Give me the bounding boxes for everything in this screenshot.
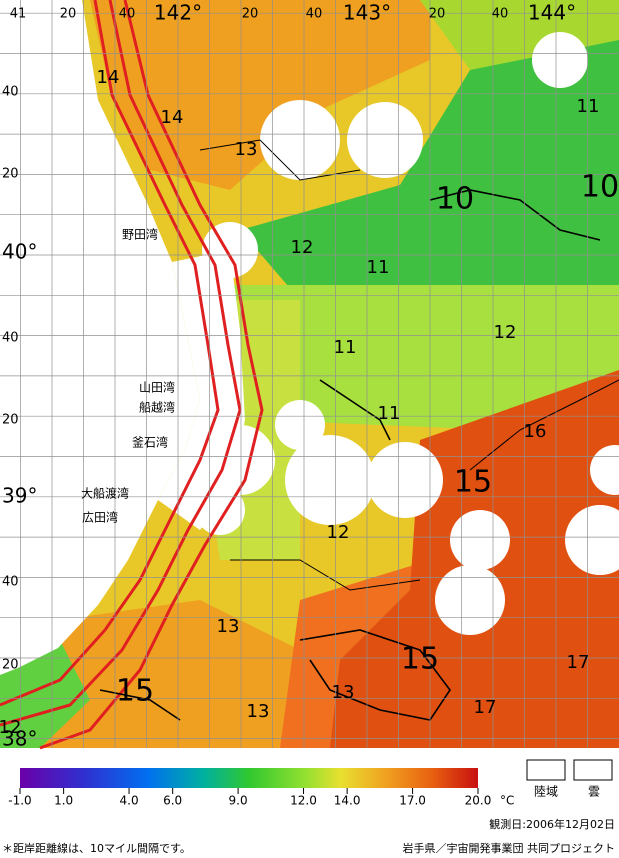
contour-label: 12	[494, 322, 517, 343]
credit: 岩手県／宇宙開発事業団 共同プロジェクト	[403, 841, 616, 855]
cloud	[285, 435, 375, 525]
longitude-label: 142°	[154, 1, 202, 25]
contour-label: 17	[567, 652, 590, 673]
observation-date: 観測日:2006年12月02日	[489, 817, 615, 831]
cloud	[260, 100, 340, 180]
footnote: ＊距岸距離線は、10マイル間隔です。	[2, 841, 191, 855]
contour	[199, 139, 361, 181]
contour-label: 14	[97, 67, 120, 88]
legend-swatch	[573, 759, 613, 781]
latitude-label: 20	[2, 413, 19, 428]
distance-line	[0, 0, 220, 707]
contour-label: 11	[334, 337, 357, 358]
land	[0, 0, 200, 675]
latitude-label: 38°	[2, 727, 37, 751]
green-sw	[0, 640, 90, 748]
contour-label: 16	[524, 421, 547, 442]
longitude-label: 40	[306, 7, 323, 22]
latitude-label: 40	[2, 85, 19, 100]
contour	[99, 689, 181, 721]
longitude-label: 40	[119, 7, 136, 22]
cloud	[347, 102, 423, 178]
longitude-label: 20	[429, 7, 446, 22]
cloud	[590, 445, 619, 495]
legend-swatch	[526, 759, 566, 781]
contour-label: 10	[581, 170, 619, 205]
latitude-label: 40°	[2, 240, 37, 264]
contour-label: 15	[454, 465, 492, 500]
place-name: 広田湾	[82, 510, 118, 525]
cloud	[532, 32, 588, 88]
colorbar-tick-label: 17.0	[399, 794, 426, 808]
cool-northeast	[420, 0, 619, 70]
contour	[319, 379, 391, 441]
longitude-label: 20	[60, 7, 77, 22]
legend-label: 陸域	[534, 785, 558, 799]
latitude-label: 20	[2, 658, 19, 673]
contour-label: 11	[367, 257, 390, 278]
colorbar-tick-label: 20.0	[465, 794, 492, 808]
place-name: 山田湾	[139, 380, 175, 395]
distance-line	[0, 0, 242, 727]
contour-label: 12	[291, 237, 314, 258]
cloud	[565, 505, 619, 575]
colorbar-tick-label: 6.0	[163, 794, 182, 808]
contour-label: 13	[247, 701, 270, 722]
contour-label: 11	[378, 403, 401, 424]
contour	[299, 629, 451, 721]
contour	[469, 379, 619, 471]
colorbar-unit: °C	[500, 794, 514, 808]
cloud	[435, 565, 505, 635]
contour	[230, 559, 421, 591]
contour-label: 15	[116, 674, 154, 709]
place-name: 大船渡湾	[81, 486, 129, 501]
longitude-label: 144°	[528, 1, 576, 25]
contour-label: 15	[401, 642, 439, 677]
mid-green	[230, 285, 619, 430]
colorbar-tick-label: 12.0	[290, 794, 317, 808]
latitude-label: 40	[2, 331, 19, 346]
longitude-label: 41	[10, 7, 27, 22]
distance-line	[39, 0, 264, 750]
colorbar-tick-label: 14.0	[334, 794, 361, 808]
longitude-label: 20	[242, 7, 259, 22]
place-name: 野田湾	[122, 227, 158, 242]
longitude-label: 143°	[343, 1, 391, 25]
legend-label: 雲	[588, 785, 600, 799]
colorbar-tick-label: -1.0	[8, 794, 31, 808]
cloud	[367, 442, 443, 518]
contour	[429, 189, 601, 241]
contour-label: 13	[235, 139, 258, 160]
latitude-label: 39°	[2, 484, 37, 508]
colorbar-tick-label: 1.0	[54, 794, 73, 808]
cloud	[275, 400, 325, 450]
contour-label: 12	[327, 522, 350, 543]
contour-label: 17	[474, 697, 497, 718]
colorbar-tick-label: 9.0	[229, 794, 248, 808]
latitude-label: 40	[2, 575, 19, 590]
contour-label: 12	[0, 717, 21, 738]
contour-label: 11	[577, 96, 600, 117]
contour-label: 13	[217, 616, 240, 637]
longitude-label: 40	[492, 7, 509, 22]
latitude-label: 20	[2, 167, 19, 182]
contour-label: 13	[332, 682, 355, 703]
place-name: 船越湾	[139, 400, 175, 415]
contour-label: 14	[161, 107, 184, 128]
colorbar	[20, 768, 478, 788]
colorbar-tick-label: 4.0	[120, 794, 139, 808]
place-name: 釜石湾	[132, 435, 168, 450]
warm-north	[90, 0, 430, 190]
contour-label: 10	[436, 182, 474, 217]
cloud	[450, 510, 510, 570]
